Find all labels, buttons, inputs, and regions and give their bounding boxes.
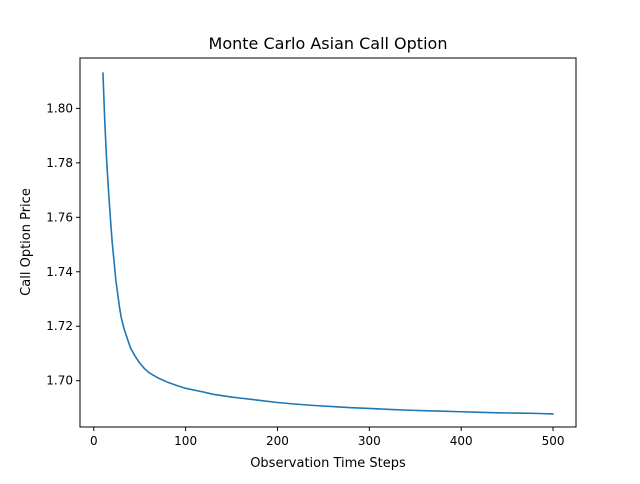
x-tick-label: 0 <box>90 434 98 448</box>
y-tick-label: 1.80 <box>46 101 73 115</box>
plot-frame <box>79 57 577 428</box>
x-tick-label: 500 <box>542 434 565 448</box>
series-line <box>102 72 554 415</box>
x-tick-label: 400 <box>450 434 473 448</box>
y-tick-label: 1.74 <box>46 265 73 279</box>
x-axis-label: Observation Time Steps <box>250 456 406 471</box>
y-tick-label: 1.76 <box>46 210 73 224</box>
x-tick-label: 100 <box>174 434 197 448</box>
y-tick-label: 1.70 <box>46 374 73 388</box>
y-axis-label: Call Option Price <box>19 188 34 296</box>
x-tick-label: 200 <box>266 434 289 448</box>
y-tick-label: 1.72 <box>46 319 73 333</box>
y-tick-label: 1.78 <box>46 156 73 170</box>
plot-area: 0 100 200 300 400 500 1.70 1.72 1.74 1.76 1.78 1.80 <box>46 57 577 448</box>
x-tick-label: 300 <box>358 434 381 448</box>
chart-title: Monte Carlo Asian Call Option <box>209 34 448 53</box>
